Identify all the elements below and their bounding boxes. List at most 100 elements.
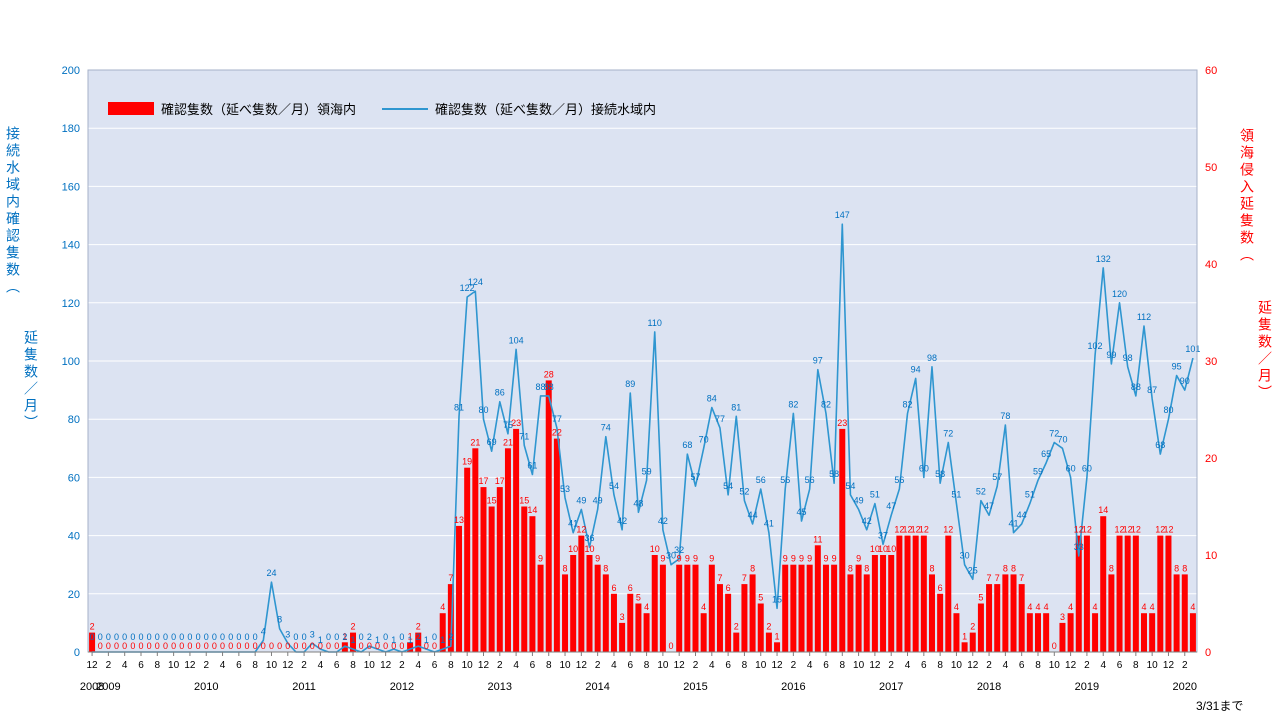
svg-text:54: 54 [723, 481, 733, 491]
svg-text:9: 9 [595, 554, 600, 564]
svg-text:68: 68 [682, 440, 692, 450]
svg-text:75: 75 [503, 420, 513, 430]
legend-item-contiguous-zone: 確認隻数（延べ隻数／月）接続水域内 [382, 99, 656, 118]
svg-text:97: 97 [813, 356, 823, 366]
svg-text:122: 122 [460, 283, 475, 293]
svg-text:9: 9 [791, 554, 796, 564]
svg-text:88: 88 [544, 382, 554, 392]
svg-text:0: 0 [98, 641, 103, 651]
svg-text:9: 9 [660, 554, 665, 564]
svg-text:8: 8 [1182, 563, 1187, 573]
svg-text:54: 54 [845, 481, 855, 491]
svg-text:42: 42 [862, 516, 872, 526]
svg-text:6: 6 [236, 660, 242, 671]
svg-text:12: 12 [943, 525, 953, 535]
svg-text:21: 21 [503, 437, 513, 447]
svg-text:60: 60 [1066, 463, 1076, 473]
svg-text:2: 2 [595, 660, 601, 671]
svg-text:0: 0 [359, 632, 364, 642]
svg-text:0: 0 [302, 641, 307, 651]
svg-text:8: 8 [937, 660, 943, 671]
svg-text:25: 25 [968, 565, 978, 575]
svg-text:15: 15 [519, 496, 529, 506]
svg-text:8: 8 [546, 660, 552, 671]
svg-text:0: 0 [293, 641, 298, 651]
svg-text:1: 1 [775, 631, 780, 641]
svg-text:4: 4 [220, 660, 226, 671]
svg-text:0: 0 [122, 641, 127, 651]
svg-text:59: 59 [642, 466, 652, 476]
svg-text:72: 72 [1049, 428, 1059, 438]
svg-text:0: 0 [399, 632, 404, 642]
svg-text:4: 4 [513, 660, 519, 671]
svg-text:22: 22 [552, 428, 562, 438]
svg-text:23: 23 [511, 418, 521, 428]
svg-text:81: 81 [454, 402, 464, 412]
svg-text:8: 8 [742, 660, 748, 671]
svg-text:2: 2 [497, 660, 503, 671]
gridlines [88, 69, 1197, 595]
svg-text:12: 12 [1163, 660, 1175, 671]
svg-text:0: 0 [359, 641, 364, 651]
svg-text:0: 0 [228, 632, 233, 642]
svg-text:3: 3 [620, 612, 625, 622]
svg-text:12: 12 [282, 660, 294, 671]
svg-text:86: 86 [495, 388, 505, 398]
svg-text:2: 2 [416, 632, 421, 642]
svg-text:4: 4 [1100, 660, 1106, 671]
svg-text:2015: 2015 [683, 681, 707, 693]
svg-text:0: 0 [171, 632, 176, 642]
svg-text:12: 12 [1065, 660, 1077, 671]
svg-text:47: 47 [984, 501, 994, 511]
x-axis-tick-labels: 12 2 4 6 8 10 12 2 4 6 8 10 12 2 4 6 8 10 12 2 4 6 8 10 12 2 4 6 8 10… [87, 652, 1188, 671]
svg-text:2: 2 [1182, 660, 1188, 671]
svg-text:84: 84 [707, 394, 717, 404]
legend-label-contiguous-zone: 確認隻数（延べ隻数／月）接続水域内 [435, 102, 657, 117]
svg-text:0: 0 [399, 641, 404, 651]
svg-text:1: 1 [318, 635, 323, 645]
svg-text:101: 101 [1185, 344, 1200, 354]
svg-text:80: 80 [68, 414, 80, 426]
svg-text:0: 0 [1205, 647, 1211, 659]
svg-text:0: 0 [424, 641, 429, 651]
svg-text:2: 2 [791, 660, 797, 671]
svg-text:9: 9 [693, 554, 698, 564]
svg-text:21: 21 [470, 437, 480, 447]
svg-text:12: 12 [87, 660, 99, 671]
svg-text:65: 65 [1041, 449, 1051, 459]
svg-text:51: 51 [870, 490, 880, 500]
svg-text:20: 20 [1205, 453, 1217, 465]
svg-text:7: 7 [987, 573, 992, 583]
svg-text:8: 8 [603, 563, 608, 573]
svg-text:1: 1 [375, 635, 380, 645]
svg-text:52: 52 [739, 487, 749, 497]
svg-text:14: 14 [1098, 505, 1108, 515]
svg-text:0: 0 [212, 641, 217, 651]
data-cutoff-note: 3/31まで [1196, 699, 1244, 713]
svg-text:0: 0 [302, 632, 307, 642]
svg-text:0: 0 [130, 641, 135, 651]
svg-text:0: 0 [236, 632, 241, 642]
svg-text:0: 0 [220, 641, 225, 651]
svg-text:4: 4 [318, 660, 324, 671]
svg-text:4: 4 [644, 602, 649, 612]
svg-text:2011: 2011 [292, 681, 316, 693]
svg-text:12: 12 [903, 525, 913, 535]
svg-text:15: 15 [772, 594, 782, 604]
svg-text:8: 8 [864, 563, 869, 573]
svg-text:0: 0 [212, 632, 217, 642]
svg-text:8: 8 [277, 615, 282, 625]
svg-text:9: 9 [685, 554, 690, 564]
svg-text:87: 87 [1147, 385, 1157, 395]
svg-text:28: 28 [544, 369, 554, 379]
svg-text:0: 0 [98, 632, 103, 642]
svg-text:8: 8 [1109, 563, 1114, 573]
svg-text:9: 9 [832, 554, 837, 564]
right-axis-tick-labels: 0 10 20 30 40 50 60 [1205, 65, 1217, 659]
svg-text:0: 0 [669, 641, 674, 651]
svg-text:58: 58 [935, 469, 945, 479]
svg-text:61: 61 [527, 460, 537, 470]
svg-text:124: 124 [468, 277, 483, 287]
